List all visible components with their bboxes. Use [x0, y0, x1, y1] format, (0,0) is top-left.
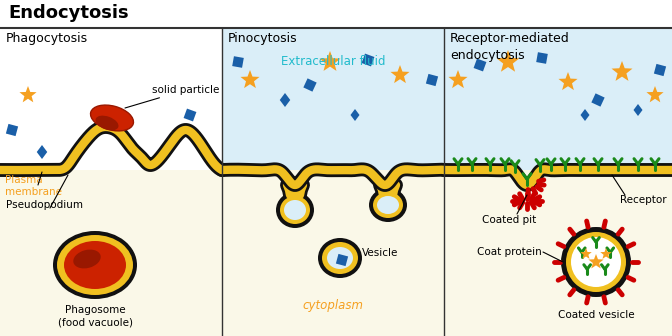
Bar: [444, 170, 672, 336]
Polygon shape: [303, 78, 317, 92]
Ellipse shape: [322, 242, 358, 274]
Ellipse shape: [280, 196, 310, 224]
Polygon shape: [280, 93, 290, 107]
Ellipse shape: [318, 238, 362, 278]
Text: Coated pit: Coated pit: [482, 215, 536, 225]
Ellipse shape: [57, 235, 133, 295]
Polygon shape: [351, 109, 360, 121]
Ellipse shape: [369, 188, 407, 222]
Text: cytoplasm: cytoplasm: [302, 298, 364, 311]
Text: Coated vesicle: Coated vesicle: [558, 310, 634, 320]
Polygon shape: [233, 56, 244, 68]
Polygon shape: [646, 86, 663, 102]
Polygon shape: [241, 70, 259, 88]
Bar: [222, 170, 444, 336]
Polygon shape: [589, 254, 603, 268]
Text: Phagocytosis: Phagocytosis: [6, 32, 88, 45]
Ellipse shape: [284, 200, 306, 220]
Text: Coat protein: Coat protein: [477, 247, 542, 257]
Text: Extracellular fluid: Extracellular fluid: [281, 55, 385, 68]
Polygon shape: [448, 70, 468, 88]
Ellipse shape: [64, 241, 126, 289]
Polygon shape: [183, 109, 196, 121]
Polygon shape: [536, 52, 548, 64]
Text: Plasma
membrane: Plasma membrane: [5, 175, 62, 198]
Bar: [0, 28, 222, 170]
Polygon shape: [426, 74, 438, 86]
Ellipse shape: [561, 227, 631, 297]
Polygon shape: [320, 51, 341, 71]
Text: Receptor: Receptor: [620, 195, 667, 205]
Ellipse shape: [53, 231, 137, 299]
Text: Pinocytosis: Pinocytosis: [228, 32, 298, 45]
Ellipse shape: [276, 192, 314, 228]
Ellipse shape: [566, 232, 626, 292]
Polygon shape: [362, 53, 374, 67]
Text: Receptor-mediated
endocytosis: Receptor-mediated endocytosis: [450, 32, 570, 61]
Polygon shape: [581, 248, 592, 259]
Polygon shape: [634, 104, 642, 116]
Polygon shape: [591, 93, 605, 107]
Polygon shape: [654, 64, 666, 76]
Polygon shape: [37, 145, 47, 159]
Polygon shape: [336, 254, 348, 266]
Ellipse shape: [327, 247, 353, 269]
Text: Vesicle: Vesicle: [362, 248, 398, 258]
Polygon shape: [558, 72, 577, 90]
Bar: [444, 28, 672, 170]
Polygon shape: [6, 124, 18, 136]
Ellipse shape: [377, 196, 399, 214]
Ellipse shape: [91, 105, 134, 131]
Ellipse shape: [73, 250, 101, 268]
Ellipse shape: [373, 192, 403, 218]
Text: Phagosome
(food vacuole): Phagosome (food vacuole): [58, 305, 132, 327]
Ellipse shape: [571, 237, 621, 287]
Ellipse shape: [95, 116, 118, 130]
Bar: [0, 170, 222, 336]
Bar: [222, 28, 444, 170]
Text: Endocytosis: Endocytosis: [8, 4, 128, 22]
Polygon shape: [19, 86, 36, 102]
Text: Pseudopodium: Pseudopodium: [6, 200, 83, 210]
Bar: [0, 0, 672, 28]
Text: solid particle: solid particle: [125, 85, 219, 108]
Polygon shape: [474, 58, 487, 72]
Polygon shape: [390, 65, 409, 83]
Polygon shape: [600, 248, 612, 259]
Polygon shape: [497, 50, 519, 72]
Polygon shape: [581, 109, 589, 121]
Polygon shape: [612, 61, 632, 81]
